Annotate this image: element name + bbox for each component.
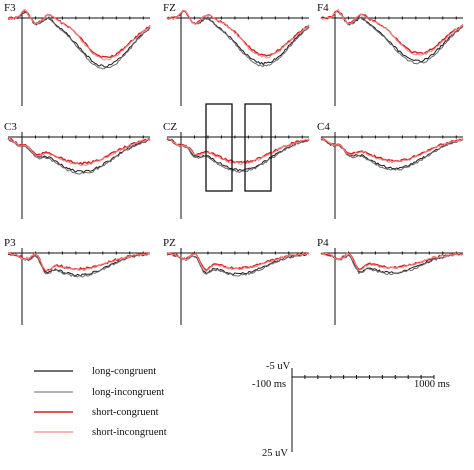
wave-long-incongruent	[166, 252, 310, 277]
wave-short-incongruent	[320, 137, 464, 164]
wave-long-congruent	[320, 10, 464, 63]
panel-p4: P4	[317, 237, 464, 325]
panel-label-f4: F4	[317, 2, 329, 14]
scale-x-end-label: 1000 ms	[414, 379, 450, 390]
wave-short-incongruent	[320, 8, 464, 56]
panel-pz: PZ	[163, 237, 310, 325]
panel-f4: F4	[317, 2, 464, 106]
panel-label-c3: C3	[4, 121, 17, 133]
panel-label-fz: FZ	[163, 2, 176, 14]
erp-panels: F3 FZ F4 C3 CZ C4 P3 PZ P4	[4, 2, 464, 325]
panel-label-pz: PZ	[163, 237, 176, 249]
scale-y-bottom-label: 25 uV	[262, 448, 288, 459]
panel-cz: CZ	[163, 121, 310, 219]
wave-long-congruent	[166, 138, 310, 172]
wave-short-incongruent	[166, 9, 310, 59]
wave-short-congruent	[7, 252, 151, 272]
wave-long-incongruent	[321, 139, 464, 171]
scale-y-top-label: -5 uV	[266, 361, 291, 372]
wave-short-incongruent	[7, 138, 151, 166]
highlight-window-1	[205, 103, 233, 192]
legend-label-long-congruent: long-congruent	[92, 366, 156, 377]
wave-long-incongruent	[166, 10, 310, 67]
wave-long-congruent	[166, 10, 310, 66]
wave-long-incongruent	[320, 10, 464, 65]
panel-label-p3: P3	[4, 237, 16, 249]
wave-short-incongruent	[7, 8, 151, 61]
wave-long-incongruent	[320, 252, 464, 276]
panel-c4: C4	[317, 121, 464, 219]
legend: long-congruent long-incongruent short-co…	[34, 366, 167, 438]
panel-label-c4: C4	[317, 121, 330, 133]
panel-label-p4: P4	[317, 237, 329, 249]
panel-label-cz: CZ	[163, 121, 177, 133]
wave-long-incongruent	[166, 138, 310, 173]
legend-label-short-incongruent: short-incongruent	[92, 427, 167, 438]
wave-long-incongruent	[7, 9, 151, 70]
scale-x-start-label: -100 ms	[252, 379, 286, 390]
wave-short-incongruent	[7, 252, 151, 272]
wave-short-congruent	[166, 138, 310, 164]
wave-long-incongruent	[7, 138, 151, 175]
legend-label-long-incongruent: long-incongruent	[92, 387, 164, 398]
wave-short-incongruent	[320, 252, 464, 272]
wave-short-incongruent	[166, 137, 310, 165]
highlight-window-2	[244, 103, 272, 192]
panel-label-f3: F3	[4, 2, 16, 14]
wave-long-congruent	[7, 11, 151, 68]
scale-bar: -5 uV -100 ms 1000 ms 25 uV	[252, 361, 450, 459]
wave-short-incongruent	[166, 252, 310, 273]
scale-ticks	[291, 375, 435, 379]
panel-f3: F3	[4, 2, 151, 106]
wave-short-congruent	[320, 137, 464, 163]
legend-label-short-congruent: short-congruent	[92, 407, 159, 418]
wave-short-congruent	[7, 137, 151, 166]
panel-fz: FZ	[163, 2, 310, 106]
panel-c3: C3	[4, 121, 151, 219]
panel-p3: P3	[4, 237, 151, 325]
wave-long-congruent	[7, 137, 151, 174]
